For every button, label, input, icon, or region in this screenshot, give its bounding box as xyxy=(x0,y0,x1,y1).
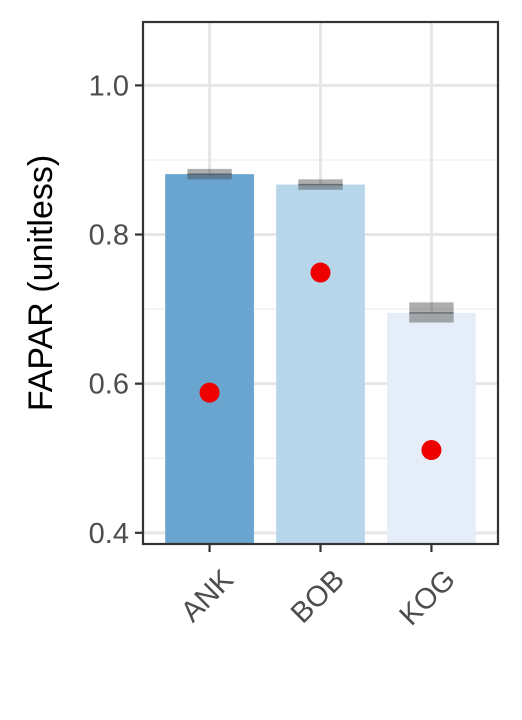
bar-bob xyxy=(276,184,365,544)
bars-group xyxy=(165,174,476,544)
point-ank xyxy=(199,382,220,403)
x-tick-label-bob: BOB xyxy=(285,564,351,630)
y-tick-label: 0.6 xyxy=(89,369,129,401)
points-group xyxy=(199,262,442,461)
x-tick-label-kog: KOG xyxy=(394,564,462,632)
y-tick-label: 0.4 xyxy=(89,518,129,550)
x-axis-ticks: ANK BOB KOG xyxy=(175,544,462,632)
y-axis-title: FAPAR (unitless) xyxy=(22,155,60,411)
x-tick-label-ank: ANK xyxy=(175,563,240,628)
error-bands-group xyxy=(187,168,454,323)
bar-kog xyxy=(387,312,476,544)
point-bob xyxy=(310,262,331,283)
point-kog xyxy=(421,440,442,461)
y-axis-ticks: 0.4 0.6 0.8 1.0 xyxy=(89,70,143,550)
y-tick-label: 1.0 xyxy=(89,70,129,102)
bar-ank xyxy=(165,174,254,544)
y-tick-label: 0.8 xyxy=(89,220,129,252)
